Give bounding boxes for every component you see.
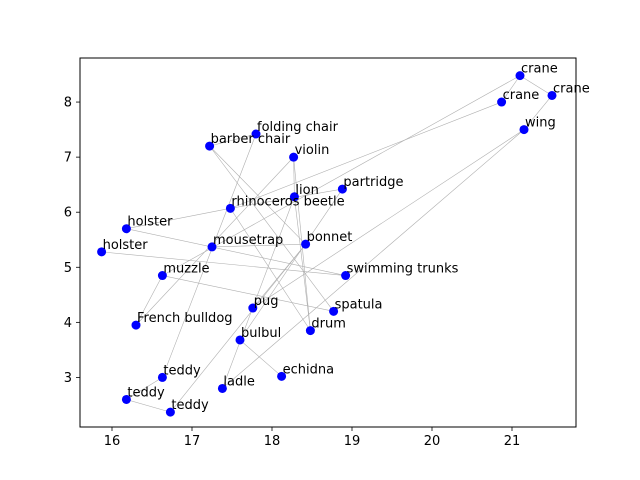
point-label: violin	[295, 143, 330, 158]
point-label: lion	[295, 183, 318, 198]
edge-line	[126, 208, 231, 230]
edge-line	[230, 188, 343, 209]
y-tick-label: 4	[64, 316, 72, 331]
x-tick-label: 20	[424, 434, 441, 449]
data-point	[547, 90, 557, 100]
edge-line	[294, 196, 311, 331]
point-label: teddy	[127, 385, 165, 400]
y-axis: 3 4 5 6 7 8	[64, 96, 80, 386]
edge-line	[252, 129, 525, 309]
point-label: crane	[553, 81, 590, 96]
data-point	[217, 383, 227, 393]
data-point	[289, 192, 299, 202]
edge-line	[135, 275, 163, 326]
point-label: bonnet	[307, 230, 353, 245]
edge-line	[162, 75, 521, 276]
data-point	[305, 326, 315, 336]
point-label: pug	[254, 294, 279, 309]
y-tick-label: 3	[64, 371, 72, 386]
data-point	[225, 203, 235, 213]
point-label: rhinoceros beetle	[231, 194, 344, 209]
data-point	[207, 242, 217, 252]
point-label: mousetrap	[213, 233, 283, 248]
point-label: muzzle	[163, 262, 209, 277]
points-layer	[97, 71, 557, 417]
edge-line	[101, 251, 346, 276]
edge-line	[222, 196, 295, 389]
x-axis: 16 17 18 19 20 21	[104, 427, 521, 449]
edge-line	[162, 133, 257, 378]
data-point	[251, 129, 261, 139]
point-label: partridge	[343, 175, 403, 190]
x-tick-label: 16	[104, 434, 121, 449]
point-label: swimming trunks	[347, 262, 459, 277]
data-point	[131, 320, 141, 330]
x-tick-label: 18	[264, 434, 281, 449]
edges-layer	[101, 75, 553, 413]
edge-line	[523, 95, 553, 130]
y-tick-label: 7	[64, 151, 72, 166]
edge-line	[239, 339, 282, 377]
point-label: teddy	[171, 398, 209, 413]
plot-frame	[79, 57, 577, 428]
data-point	[157, 271, 167, 281]
edge-line	[239, 188, 343, 341]
y-tick-label: 6	[64, 206, 72, 221]
data-point	[277, 371, 287, 381]
point-label: bulbul	[241, 326, 281, 341]
edge-line	[501, 75, 521, 103]
point-label: echidna	[283, 362, 334, 377]
data-point	[121, 224, 131, 234]
edge-line	[126, 399, 171, 413]
edge-line	[519, 75, 553, 96]
data-point	[337, 184, 347, 194]
x-tick-label: 21	[504, 434, 521, 449]
point-label: holster	[103, 238, 149, 253]
edge-line	[222, 129, 525, 389]
edge-line	[170, 243, 306, 413]
point-label: wing	[525, 116, 556, 131]
x-tick-label: 17	[184, 434, 201, 449]
data-point	[519, 125, 529, 135]
point-label: drum	[311, 317, 346, 332]
point-label: French bulldog	[137, 311, 233, 326]
data-point	[157, 372, 167, 382]
data-point	[121, 394, 131, 404]
edge-line	[230, 101, 502, 209]
point-label: crane	[521, 62, 558, 77]
point-label: ladle	[223, 374, 254, 389]
data-point	[341, 271, 351, 281]
edge-line	[135, 156, 294, 326]
data-point	[329, 306, 339, 316]
edge-line	[126, 228, 346, 276]
point-label: teddy	[163, 363, 201, 378]
edge-line	[211, 243, 306, 248]
data-point	[165, 407, 175, 417]
y-tick-label: 8	[64, 96, 72, 111]
x-tick-label: 19	[344, 434, 361, 449]
data-point	[97, 247, 107, 257]
point-label: crane	[503, 88, 540, 103]
point-label: spatula	[335, 297, 383, 312]
data-point	[515, 71, 525, 81]
edge-line	[209, 145, 334, 312]
data-point	[205, 141, 215, 151]
edge-line	[162, 275, 334, 312]
edge-line	[126, 377, 163, 400]
plot-background	[80, 58, 576, 427]
data-point	[289, 152, 299, 162]
point-label: barber chair	[211, 132, 291, 147]
data-point	[235, 335, 245, 345]
y-tick-label: 5	[64, 261, 72, 276]
point-label: holster	[127, 215, 173, 230]
edge-line	[293, 157, 295, 197]
point-label: folding chair	[257, 120, 339, 135]
edge-line	[209, 133, 257, 147]
edge-line	[230, 208, 311, 331]
data-point	[497, 97, 507, 107]
data-point	[248, 303, 258, 313]
data-point	[301, 239, 311, 249]
